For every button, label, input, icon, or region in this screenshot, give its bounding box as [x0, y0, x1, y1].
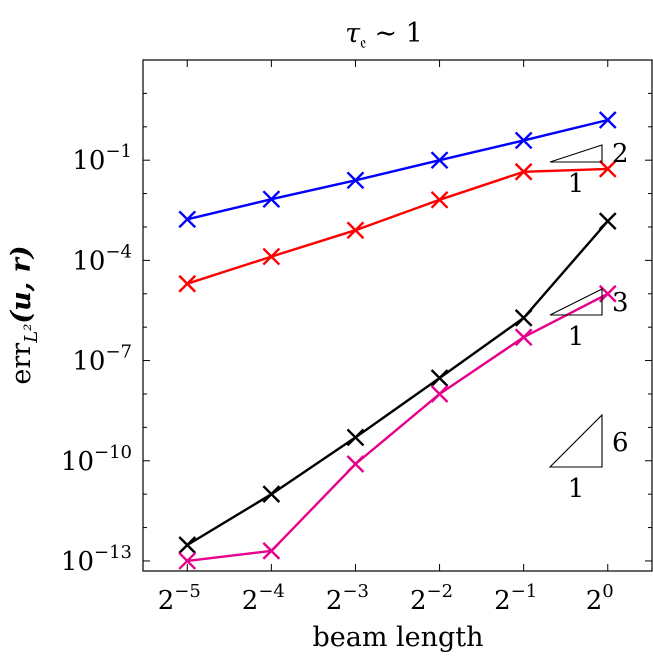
slope-triangle-3: 61	[548, 413, 629, 504]
x-tick-label: 2−2	[410, 581, 453, 616]
data-point	[346, 221, 365, 240]
triangle-shape	[549, 144, 603, 163]
series-layer	[178, 111, 617, 570]
y-tick-label: 10−1	[72, 141, 132, 176]
chart-title: τ𝔢 ∼ 1	[345, 18, 423, 53]
data-point	[262, 485, 281, 504]
series-line	[186, 220, 609, 547]
x-tick-label: 20	[586, 581, 614, 616]
series-line	[187, 292, 609, 563]
triangle-shape	[549, 288, 603, 316]
triangle-shape	[548, 413, 603, 468]
y-tick-label: 10−13	[61, 542, 132, 577]
ylabel-args: (u, r)	[6, 245, 37, 323]
triangle-run-label: 1	[568, 474, 585, 504]
data-point	[346, 171, 365, 190]
triangle-slope-label: 6	[612, 428, 629, 458]
data-point	[430, 190, 449, 209]
axis-ticks	[143, 59, 652, 571]
plot-frame	[142, 59, 653, 572]
y-tick-label: 10−7	[72, 342, 132, 377]
data-point	[598, 111, 617, 129]
data-point	[514, 162, 533, 181]
x-tick-label: 2−3	[326, 581, 369, 616]
ylabel-subscript: L²	[21, 324, 42, 344]
y-axis-label: errL²(u, r)	[6, 245, 42, 384]
series-1	[178, 111, 617, 229]
ylabel-main: err	[6, 343, 37, 385]
series-2	[178, 160, 617, 293]
series-line	[186, 167, 608, 285]
data-point	[346, 455, 365, 473]
series-4	[178, 284, 617, 570]
data-point	[514, 309, 533, 327]
data-point	[262, 190, 281, 209]
tick-labels: 2−5 2−4 2−3 2−2 2−1 20 10−1 10−4 10−7 10−10 10−13	[61, 141, 614, 616]
x-tick-label: 2−4	[242, 581, 285, 616]
title-symbol: τ	[345, 18, 361, 49]
y-tick-label: 10−10	[61, 442, 132, 477]
x-tick-label: 2−1	[494, 581, 537, 616]
x-tick-label: 2−5	[158, 581, 201, 616]
triangle-slope-label: 2	[612, 139, 629, 169]
data-point	[430, 385, 449, 403]
data-point	[346, 428, 365, 447]
data-point	[262, 542, 281, 560]
triangle-run-label: 1	[568, 169, 585, 199]
y-tick-label: 10−4	[72, 241, 132, 276]
triangle-run-label: 1	[568, 322, 585, 352]
data-point	[178, 536, 197, 554]
data-point	[430, 151, 449, 170]
data-point	[262, 247, 281, 266]
data-point	[514, 328, 533, 347]
data-point	[178, 210, 197, 229]
series-line	[187, 118, 609, 221]
triangle-slope-label: 3	[612, 288, 629, 318]
data-point	[178, 274, 197, 293]
slope-triangle-2: 31	[549, 288, 629, 352]
title-subscript: 𝔢	[360, 33, 366, 53]
data-point	[598, 160, 617, 178]
series-3	[178, 212, 617, 554]
data-point	[598, 212, 617, 230]
data-point	[430, 369, 449, 387]
title-rest: ∼ 1	[374, 18, 422, 49]
data-point	[514, 131, 533, 150]
data-point	[178, 552, 197, 570]
slope-triangle-1: 21	[549, 139, 629, 199]
x-axis-label: beam length	[312, 622, 483, 653]
